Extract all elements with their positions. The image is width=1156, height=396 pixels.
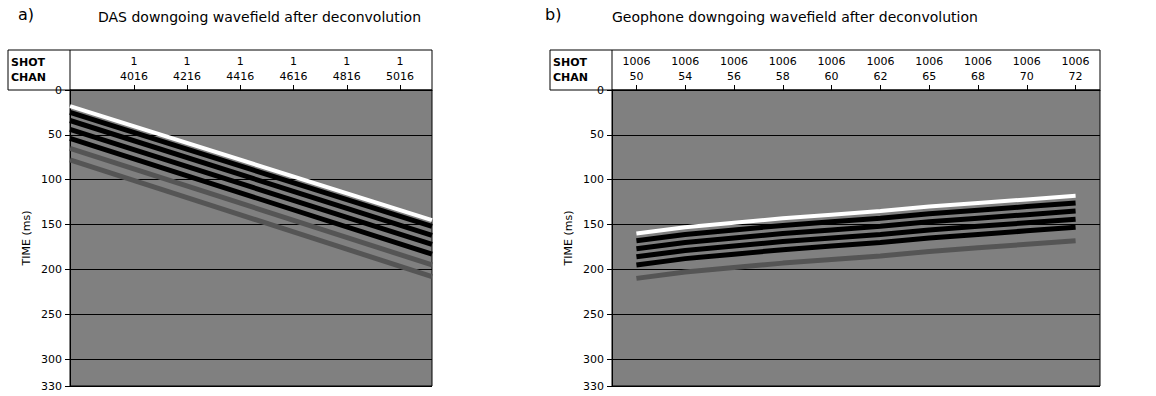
svg-text:1: 1 (290, 55, 297, 68)
svg-text:1006: 1006 (769, 55, 797, 68)
svg-text:50: 50 (629, 70, 643, 83)
svg-text:1006: 1006 (671, 55, 699, 68)
svg-text:4816: 4816 (333, 70, 361, 83)
svg-text:Geophone downgoing wavefield a: Geophone downgoing wavefield after decon… (612, 9, 978, 25)
svg-text:1: 1 (343, 55, 350, 68)
svg-text:150: 150 (41, 218, 62, 231)
svg-text:100: 100 (41, 173, 62, 186)
svg-text:250: 250 (41, 308, 62, 321)
svg-text:CHAN: CHAN (11, 71, 46, 84)
svg-text:1: 1 (397, 55, 404, 68)
svg-text:a): a) (18, 5, 34, 24)
svg-text:200: 200 (41, 263, 62, 276)
svg-text:1: 1 (130, 55, 137, 68)
svg-text:0: 0 (597, 84, 604, 97)
svg-text:150: 150 (583, 218, 604, 231)
svg-text:1006: 1006 (622, 55, 650, 68)
svg-text:4416: 4416 (226, 70, 254, 83)
svg-text:70: 70 (1020, 70, 1034, 83)
svg-text:1006: 1006 (818, 55, 846, 68)
svg-text:200: 200 (583, 263, 604, 276)
svg-text:50: 50 (590, 128, 604, 141)
svg-text:72: 72 (1069, 70, 1083, 83)
svg-text:60: 60 (825, 70, 839, 83)
svg-text:4616: 4616 (280, 70, 308, 83)
svg-text:250: 250 (583, 308, 604, 321)
svg-text:65: 65 (922, 70, 936, 83)
svg-text:SHOT: SHOT (11, 56, 45, 69)
svg-text:50: 50 (48, 128, 62, 141)
svg-text:DAS downgoing wavefield after: DAS downgoing wavefield after deconvolut… (98, 9, 421, 25)
svg-text:58: 58 (776, 70, 790, 83)
svg-text:1006: 1006 (1013, 55, 1041, 68)
svg-text:100: 100 (583, 173, 604, 186)
svg-text:1006: 1006 (964, 55, 992, 68)
svg-text:62: 62 (873, 70, 887, 83)
svg-text:54: 54 (678, 70, 692, 83)
svg-text:5016: 5016 (386, 70, 414, 83)
svg-text:1006: 1006 (866, 55, 894, 68)
svg-text:TIME (ms): TIME (ms) (20, 211, 33, 267)
svg-text:330: 330 (583, 380, 604, 393)
svg-text:0: 0 (55, 84, 62, 97)
svg-text:TIME (ms): TIME (ms) (562, 211, 575, 267)
svg-text:1: 1 (184, 55, 191, 68)
svg-text:1006: 1006 (1062, 55, 1090, 68)
svg-text:SHOT: SHOT (553, 56, 587, 69)
svg-text:4216: 4216 (173, 70, 201, 83)
svg-text:b): b) (545, 5, 561, 24)
svg-text:300: 300 (41, 353, 62, 366)
svg-text:300: 300 (583, 353, 604, 366)
svg-text:330: 330 (41, 380, 62, 393)
svg-text:1006: 1006 (915, 55, 943, 68)
svg-text:CHAN: CHAN (553, 71, 588, 84)
svg-text:56: 56 (727, 70, 741, 83)
svg-text:68: 68 (971, 70, 985, 83)
svg-text:4016: 4016 (120, 70, 148, 83)
svg-text:1: 1 (237, 55, 244, 68)
svg-text:1006: 1006 (720, 55, 748, 68)
